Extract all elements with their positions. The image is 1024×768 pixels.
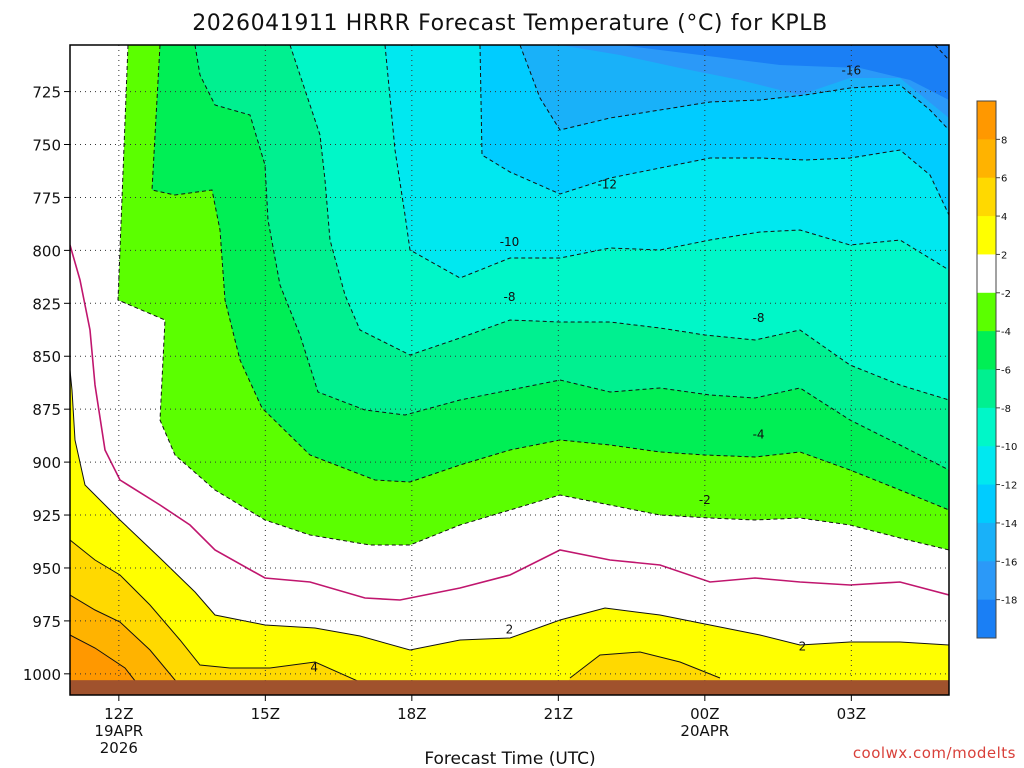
y-tick-label: 975 [32,613,61,631]
credit-link[interactable]: coolwx.com/modelts [852,744,1016,762]
colorbar-label: -14 [1001,519,1017,530]
colorbar-swatch [977,292,996,332]
x-tick-label: 15Z [251,705,280,723]
negative-contours [117,45,949,551]
chart-title: 2026041911 HRRR Forecast Temperature (°C… [192,11,828,36]
colorbar-label: -12 [1001,481,1017,492]
y-axis: 725 750 775 800 825 850 875 900 925 950 975 1000 [23,84,70,684]
zero-degree-isotherm [70,244,949,601]
contour-label: 2 [506,622,514,636]
colorbar-label: 2 [1001,250,1007,261]
y-tick-label: 750 [32,137,61,155]
contour-label: -8 [753,311,765,325]
contour-label: -10 [500,235,520,249]
y-tick-label: 875 [32,401,61,419]
colorbar-swatch [977,331,996,370]
colorbar: 8 6 4 2 -2 -4 -6 -8 -10 -12 -14 -16 -18 [976,100,1017,639]
y-tick-label: 850 [32,348,61,366]
y-tick-label: 825 [32,295,61,313]
y-tick-label: 800 [32,242,61,260]
colorbar-label: 4 [1001,212,1007,223]
colorbar-swatch [977,446,996,486]
colorbar-swatch [977,101,996,140]
colorbar-swatch [977,216,996,255]
plot-frame [69,44,950,696]
x-tick-label: 18Z [397,705,426,723]
contour-label: 2 [799,639,807,653]
colorbar-swatch [977,139,996,179]
band-neg18-to-neg20 [620,45,949,100]
x-tick-date: 19APR [94,722,143,740]
x-axis-label: Forecast Time (UTC) [424,749,595,768]
colorbar-label: -4 [1001,327,1011,338]
band-8-to-10 [70,635,147,695]
colorbar-label: -16 [1001,557,1017,568]
x-tick-label: 00Z [690,705,719,723]
temperature-field [70,45,949,695]
colorbar-label: 6 [1001,174,1007,185]
colorbar-swatch [977,561,996,601]
contour-label: 4 [310,660,318,674]
colorbar-label: -2 [1001,289,1011,300]
x-tick-label: 12Z [104,705,133,723]
colorbar-swatch [977,484,996,524]
colorbar-label: -18 [1001,596,1017,607]
y-tick-label: 1000 [23,666,61,684]
y-tick-label: 950 [32,560,61,578]
colorbar-label: -6 [1001,366,1011,377]
colorbar-swatch [977,177,996,217]
contour-label: -4 [753,428,765,442]
x-tick-label: 03Z [837,705,866,723]
colorbar-swatch [977,599,996,639]
contour-label: -12 [597,178,617,192]
colorbar-label: -8 [1001,404,1011,415]
contour-label: -8 [504,290,516,304]
y-tick-label: 925 [32,507,61,525]
colorbar-swatch [977,522,996,562]
y-tick-label: 775 [32,189,61,207]
x-tick-year: 2026 [100,739,138,757]
colorbar-swatch [977,369,996,409]
contour-label: -2 [699,493,711,507]
colorbar-swatch [977,254,996,294]
colorbar-swatch [977,407,996,447]
x-tick-label: 21Z [544,705,573,723]
contour-label: -16 [842,63,862,77]
colorbar-label: 8 [1001,135,1007,146]
colorbar-label: -10 [1001,442,1017,453]
gridlines [70,45,949,695]
y-tick-label: 725 [32,84,61,102]
x-tick-date: 20APR [680,722,729,740]
ground-surface [70,680,949,695]
contour-labels: -16 -12 -10 -8 -8 -4 -2 2 2 4 [310,63,861,674]
y-tick-label: 900 [32,454,61,472]
